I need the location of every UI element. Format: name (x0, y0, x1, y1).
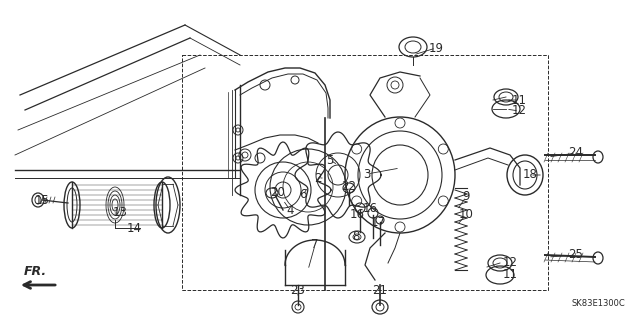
Text: 18: 18 (523, 168, 538, 182)
Text: 4: 4 (286, 204, 294, 217)
Text: 12: 12 (502, 256, 518, 269)
Text: 9: 9 (462, 190, 470, 204)
Text: 14: 14 (127, 221, 141, 234)
Text: 20: 20 (271, 187, 285, 199)
Text: 6: 6 (300, 189, 307, 202)
Text: 11: 11 (502, 269, 518, 281)
Text: 17: 17 (371, 216, 385, 228)
Text: 16: 16 (362, 202, 378, 214)
Text: 25: 25 (568, 249, 584, 262)
Text: 11: 11 (511, 93, 527, 107)
Text: 24: 24 (568, 146, 584, 160)
Text: 19: 19 (429, 41, 444, 55)
Text: 3: 3 (364, 167, 371, 181)
Text: 5: 5 (326, 153, 333, 167)
Text: 7: 7 (311, 239, 319, 251)
Text: SK83E1300C: SK83E1300C (572, 299, 625, 308)
Text: 15: 15 (35, 194, 49, 206)
Text: 21: 21 (372, 285, 387, 298)
Text: 10: 10 (459, 209, 474, 221)
Text: 12: 12 (511, 105, 527, 117)
Text: 8: 8 (352, 231, 360, 243)
Text: FR.: FR. (24, 265, 47, 278)
Text: 22: 22 (342, 180, 356, 192)
Text: 23: 23 (291, 285, 305, 298)
Text: 13: 13 (113, 206, 127, 219)
Text: 2: 2 (314, 172, 322, 184)
Text: 16: 16 (349, 209, 365, 221)
